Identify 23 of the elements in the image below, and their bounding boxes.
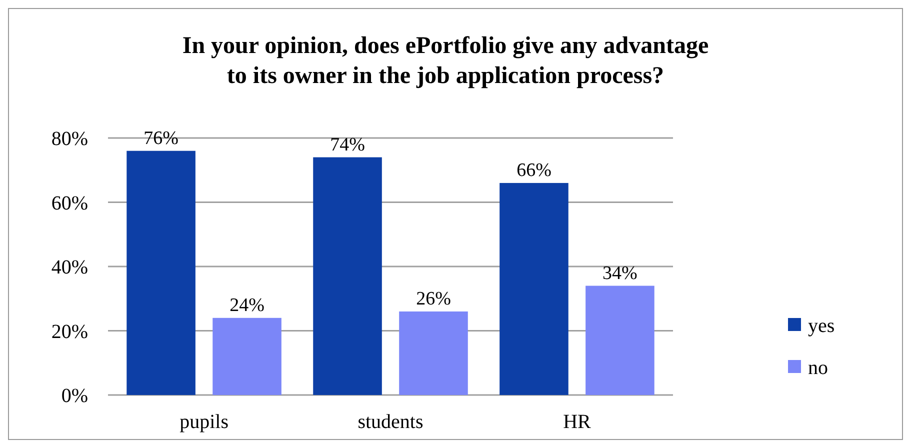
bar: [500, 182, 568, 395]
data-label: 76%: [144, 128, 179, 149]
x-tick-label: pupils: [180, 411, 229, 433]
chart-title: In your opinion, does ePortfolio give any advantage to its owner in the job application process?: [182, 33, 709, 89]
data-label: 66%: [516, 160, 552, 181]
data-label: 26%: [416, 288, 452, 310]
x-tick-label: students: [358, 411, 424, 433]
bar: [212, 318, 282, 395]
x-tick-label: HR: [563, 411, 592, 433]
y-tick-label: 80%: [51, 128, 88, 150]
legend-label: yes: [808, 315, 835, 337]
data-label: 34%: [602, 262, 638, 284]
legend-label: no: [808, 357, 828, 379]
bar: [313, 157, 382, 395]
y-tick-label: 0%: [61, 385, 88, 407]
y-tick-label: 40%: [51, 256, 88, 278]
bar: [399, 311, 468, 395]
bar: [126, 150, 196, 395]
data-label: 24%: [230, 294, 265, 316]
bar: [586, 286, 654, 395]
y-tick-label: 60%: [51, 192, 88, 214]
y-tick-label: 20%: [51, 320, 88, 343]
data-label: 74%: [330, 134, 366, 156]
